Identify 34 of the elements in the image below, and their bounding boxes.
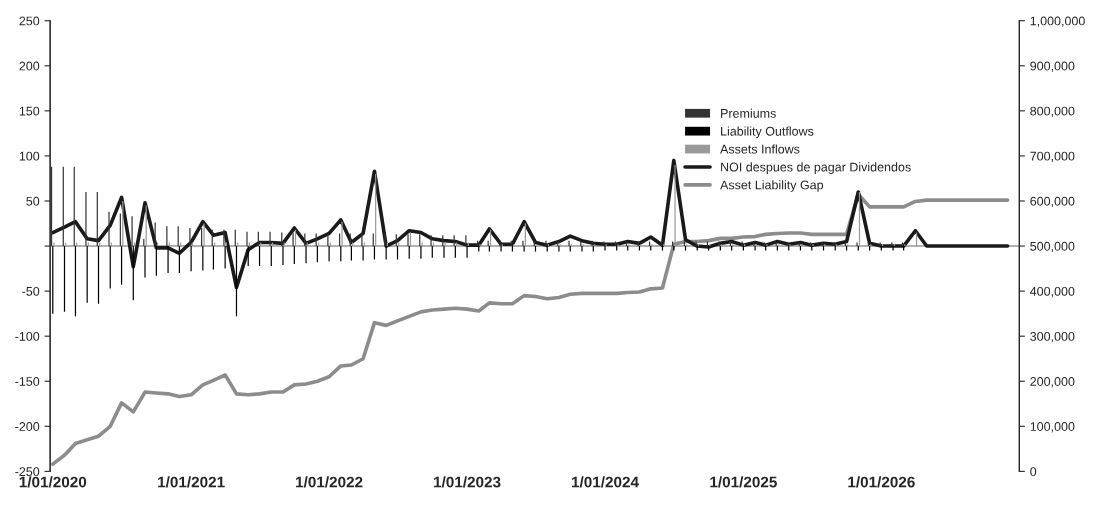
y2-tick-label: 700,000 (1030, 151, 1075, 163)
y-tick-label: -250 (15, 467, 40, 477)
y2-tick-label: 800,000 (1030, 106, 1075, 117)
legend-label: Liability Outflows (721, 126, 814, 139)
legend-label: Assets Inflows (720, 144, 800, 154)
y-tick-label: 150 (19, 106, 40, 116)
y2-tick-label: 900,000 (1030, 61, 1075, 72)
y-tick-label: -50 (22, 286, 40, 296)
y2-tick-label: 0 (1030, 467, 1037, 477)
y2-tick-label: 1,000,000 (1030, 16, 1085, 27)
y-tick-label: -150 (15, 377, 40, 386)
y-tick-label: 50 (26, 196, 40, 206)
y2-tick-label: 400,000 (1030, 286, 1075, 298)
y2-tick-label: 200,000 (1030, 377, 1075, 388)
y-tick-label: 250 (19, 16, 40, 26)
y2-tick-label: 100,000 (1030, 422, 1075, 433)
legend-label: Asset Liability Gap (720, 180, 824, 192)
x-tick-label: 1/01/2020 (19, 476, 87, 488)
x-tick-label: 1/01/2023 (434, 476, 501, 488)
x-tick-label: 1/01/2021 (158, 476, 225, 488)
legend-label: NOI despues de pagar Dividendos (721, 162, 911, 174)
y-tick-label: 100 (19, 151, 40, 161)
y2-tick-label: 600,000 (1030, 196, 1075, 208)
x-tick-label: 1/01/2022 (296, 476, 363, 488)
x-tick-label: 1/01/2025 (710, 476, 777, 488)
y-tick-label: -200 (15, 422, 40, 431)
y2-tick-label: 300,000 (1030, 331, 1075, 343)
x-tick-label: 1/01/2026 (848, 476, 915, 488)
y-tick-label: -100 (15, 331, 40, 341)
legend-label: Premiums (721, 108, 776, 118)
y2-tick-label: 500,000 (1030, 241, 1075, 253)
line-series (50, 192, 1010, 466)
y-tick-label: 200 (19, 61, 40, 71)
x-tick-label: 1/01/2024 (572, 476, 639, 488)
